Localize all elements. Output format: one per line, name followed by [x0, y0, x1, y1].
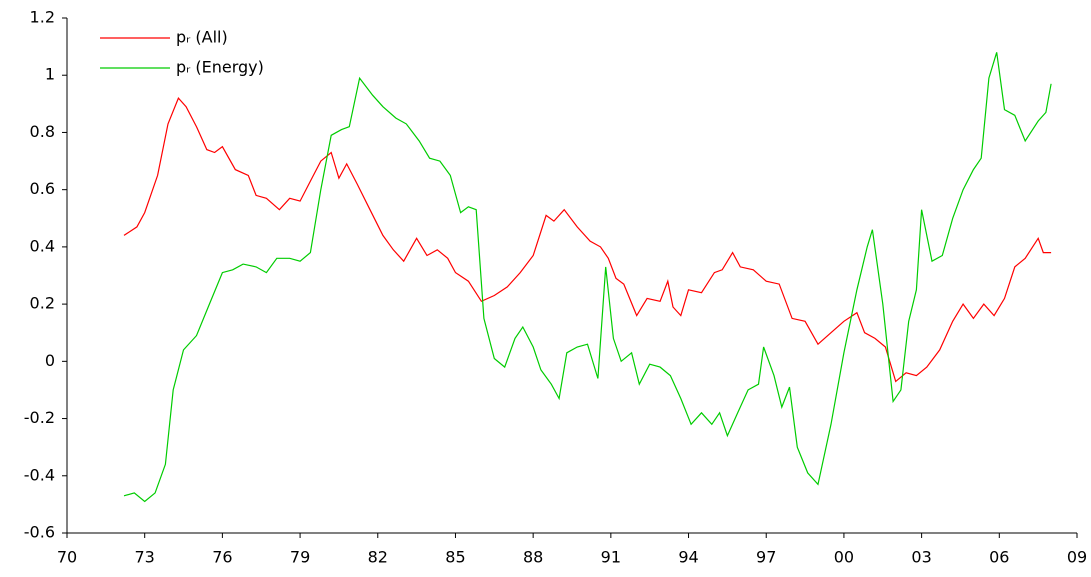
x-tick-label: 82 [368, 548, 388, 567]
x-tick-label: 88 [523, 548, 543, 567]
y-tick-label: -0.4 [24, 465, 55, 484]
x-tick-label: 73 [135, 548, 155, 567]
y-tick-label: 1.2 [30, 8, 55, 27]
y-tick-label: 0.6 [30, 179, 55, 198]
y-tick-label: 1 [45, 65, 55, 84]
y-tick-label: 0 [45, 351, 55, 370]
y-tick-label: -0.2 [24, 408, 55, 427]
x-tick-label: 06 [989, 548, 1009, 567]
series-line [123, 96, 1052, 383]
y-tick-label: 0.2 [30, 294, 55, 313]
x-tick-label: 97 [756, 548, 776, 567]
x-tick-label: 00 [834, 548, 854, 567]
series-line [123, 52, 1052, 503]
x-tick-label: 70 [57, 548, 77, 567]
legend-label: pᵣ (Energy) [176, 58, 264, 77]
legend-label: pᵣ (All) [176, 28, 228, 47]
y-tick-label: 0.8 [30, 122, 55, 141]
x-tick-label: 09 [1067, 548, 1087, 567]
x-tick-label: 79 [290, 548, 310, 567]
x-tick-label: 03 [911, 548, 931, 567]
x-tick-label: 91 [601, 548, 621, 567]
x-tick-label: 94 [678, 548, 698, 567]
y-tick-label: 0.4 [30, 236, 55, 255]
y-tick-label: -0.6 [24, 523, 55, 542]
x-tick-label: 76 [212, 548, 232, 567]
x-tick-label: 85 [445, 548, 465, 567]
